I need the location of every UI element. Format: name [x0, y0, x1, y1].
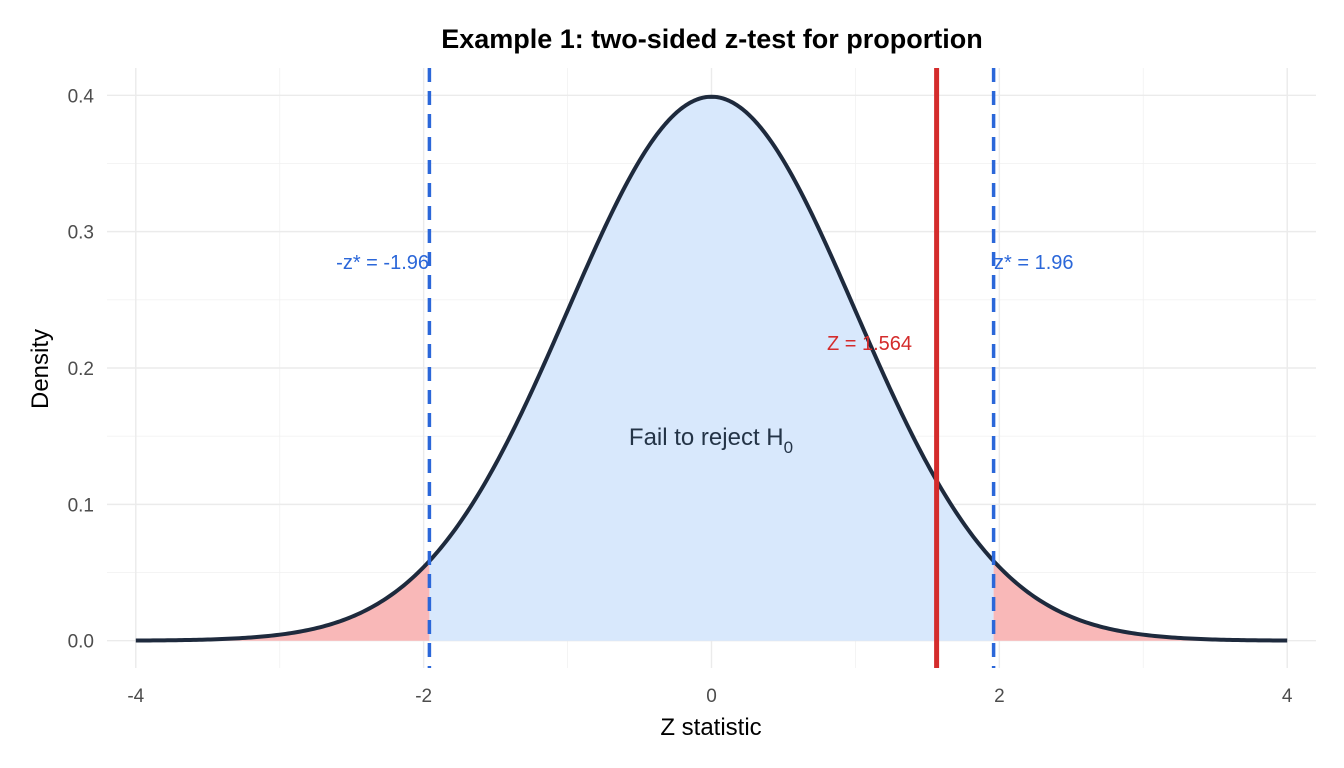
x-axis-label: Z statistic — [660, 714, 761, 741]
region-label-subscript: 0 — [784, 438, 793, 457]
x-tick-label: 4 — [1282, 686, 1293, 707]
y-tick-label: 0.3 — [68, 223, 94, 244]
x-tick-label: 0 — [706, 686, 717, 707]
reference-lines — [427, 68, 996, 668]
y-tick-label: 0.2 — [68, 359, 94, 380]
region-label: Fail to reject H0 — [629, 424, 793, 457]
x-tick-label: -2 — [415, 686, 432, 707]
y-tick-label: 0.4 — [68, 86, 95, 107]
region-label-text: Fail to reject H — [629, 424, 784, 451]
density-curve — [135, 94, 1288, 643]
x-tick-label: 2 — [994, 686, 1005, 707]
region-fills — [135, 96, 1288, 641]
y-tick-label: 0.1 — [68, 495, 94, 516]
critical-value-left-label: -z* = -1.96 — [336, 252, 429, 274]
region-acceptance — [429, 96, 994, 641]
x-tick-label: -4 — [127, 686, 144, 707]
critical-value-right-label: z* = 1.96 — [994, 252, 1074, 274]
axis-ticks: -4 -2 0 2 4 0.0 0.1 0.2 0.3 0.4 — [68, 86, 1293, 707]
y-axis-label: Density — [27, 329, 54, 409]
y-tick-label: 0.0 — [68, 632, 94, 653]
test-statistic-label: Z = 1.564 — [827, 333, 912, 355]
region-rejection-right — [993, 561, 1288, 641]
region-rejection-left — [135, 561, 430, 641]
chart-title: Example 1: two-sided z-test for proporti… — [441, 24, 983, 54]
